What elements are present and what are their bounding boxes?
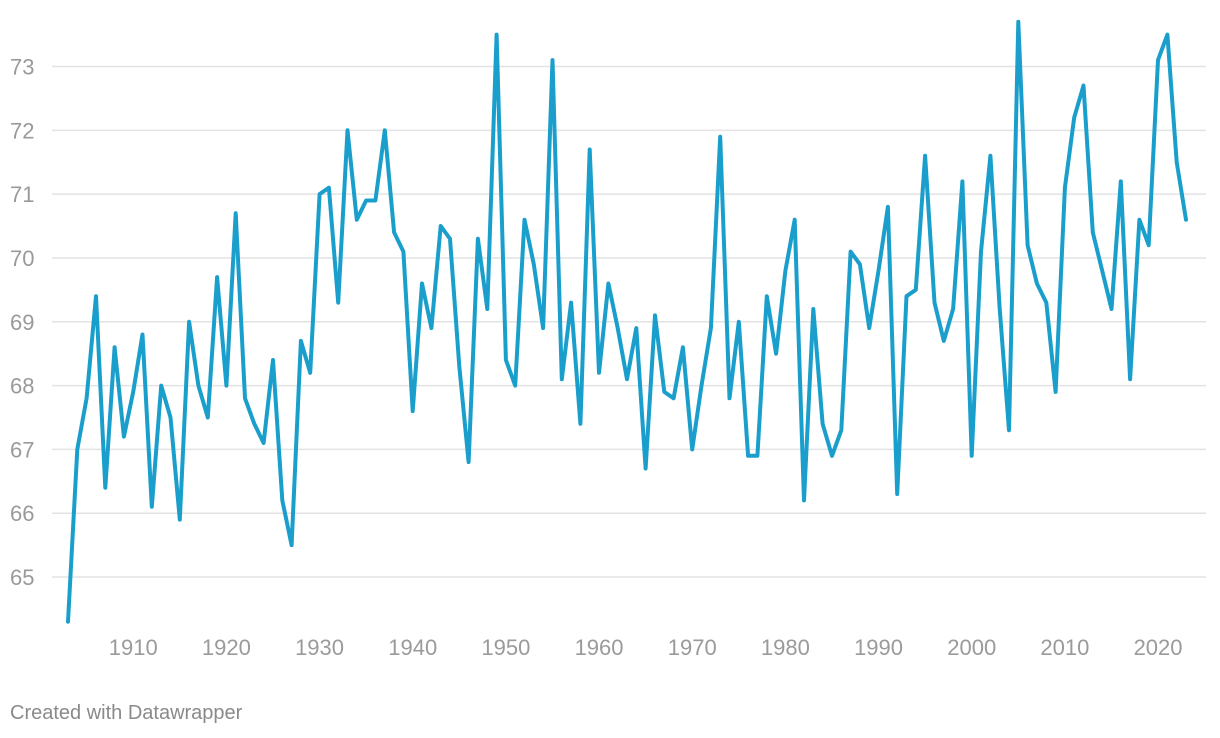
- y-tick-label: 70: [10, 246, 34, 271]
- x-tick-label: 2000: [947, 635, 996, 660]
- x-tick-label: 2010: [1040, 635, 1089, 660]
- y-axis-ticks: 65 66 67 68 69 70 71 72 73: [10, 55, 34, 591]
- y-tick-label: 69: [10, 310, 34, 335]
- x-tick-label: 2020: [1134, 635, 1183, 660]
- x-tick-label: 1930: [295, 635, 344, 660]
- y-tick-label: 72: [10, 118, 34, 143]
- x-tick-label: 1970: [668, 635, 717, 660]
- footer-credit: Created with Datawrapper: [10, 702, 243, 724]
- x-tick-label: 1920: [202, 635, 251, 660]
- y-tick-label: 67: [10, 437, 34, 462]
- y-tick-label: 68: [10, 374, 34, 399]
- x-tick-label: 1910: [109, 635, 158, 660]
- y-tick-label: 66: [10, 501, 34, 526]
- x-axis-ticks: 1910 1920 1930 1940 1950 1960 1970 1980 1990 2000…: [109, 635, 1183, 660]
- x-tick-label: 1950: [481, 635, 530, 660]
- gridlines: [52, 65, 1206, 578]
- x-tick-label: 1990: [854, 635, 903, 660]
- x-tick-label: 1940: [388, 635, 437, 660]
- y-tick-label: 71: [10, 182, 34, 207]
- x-tick-label: 1980: [761, 635, 810, 660]
- series-line: [66, 19, 1188, 624]
- x-tick-label: 1960: [575, 635, 624, 660]
- y-tick-label: 73: [10, 55, 34, 80]
- y-tick-label: 65: [10, 565, 34, 590]
